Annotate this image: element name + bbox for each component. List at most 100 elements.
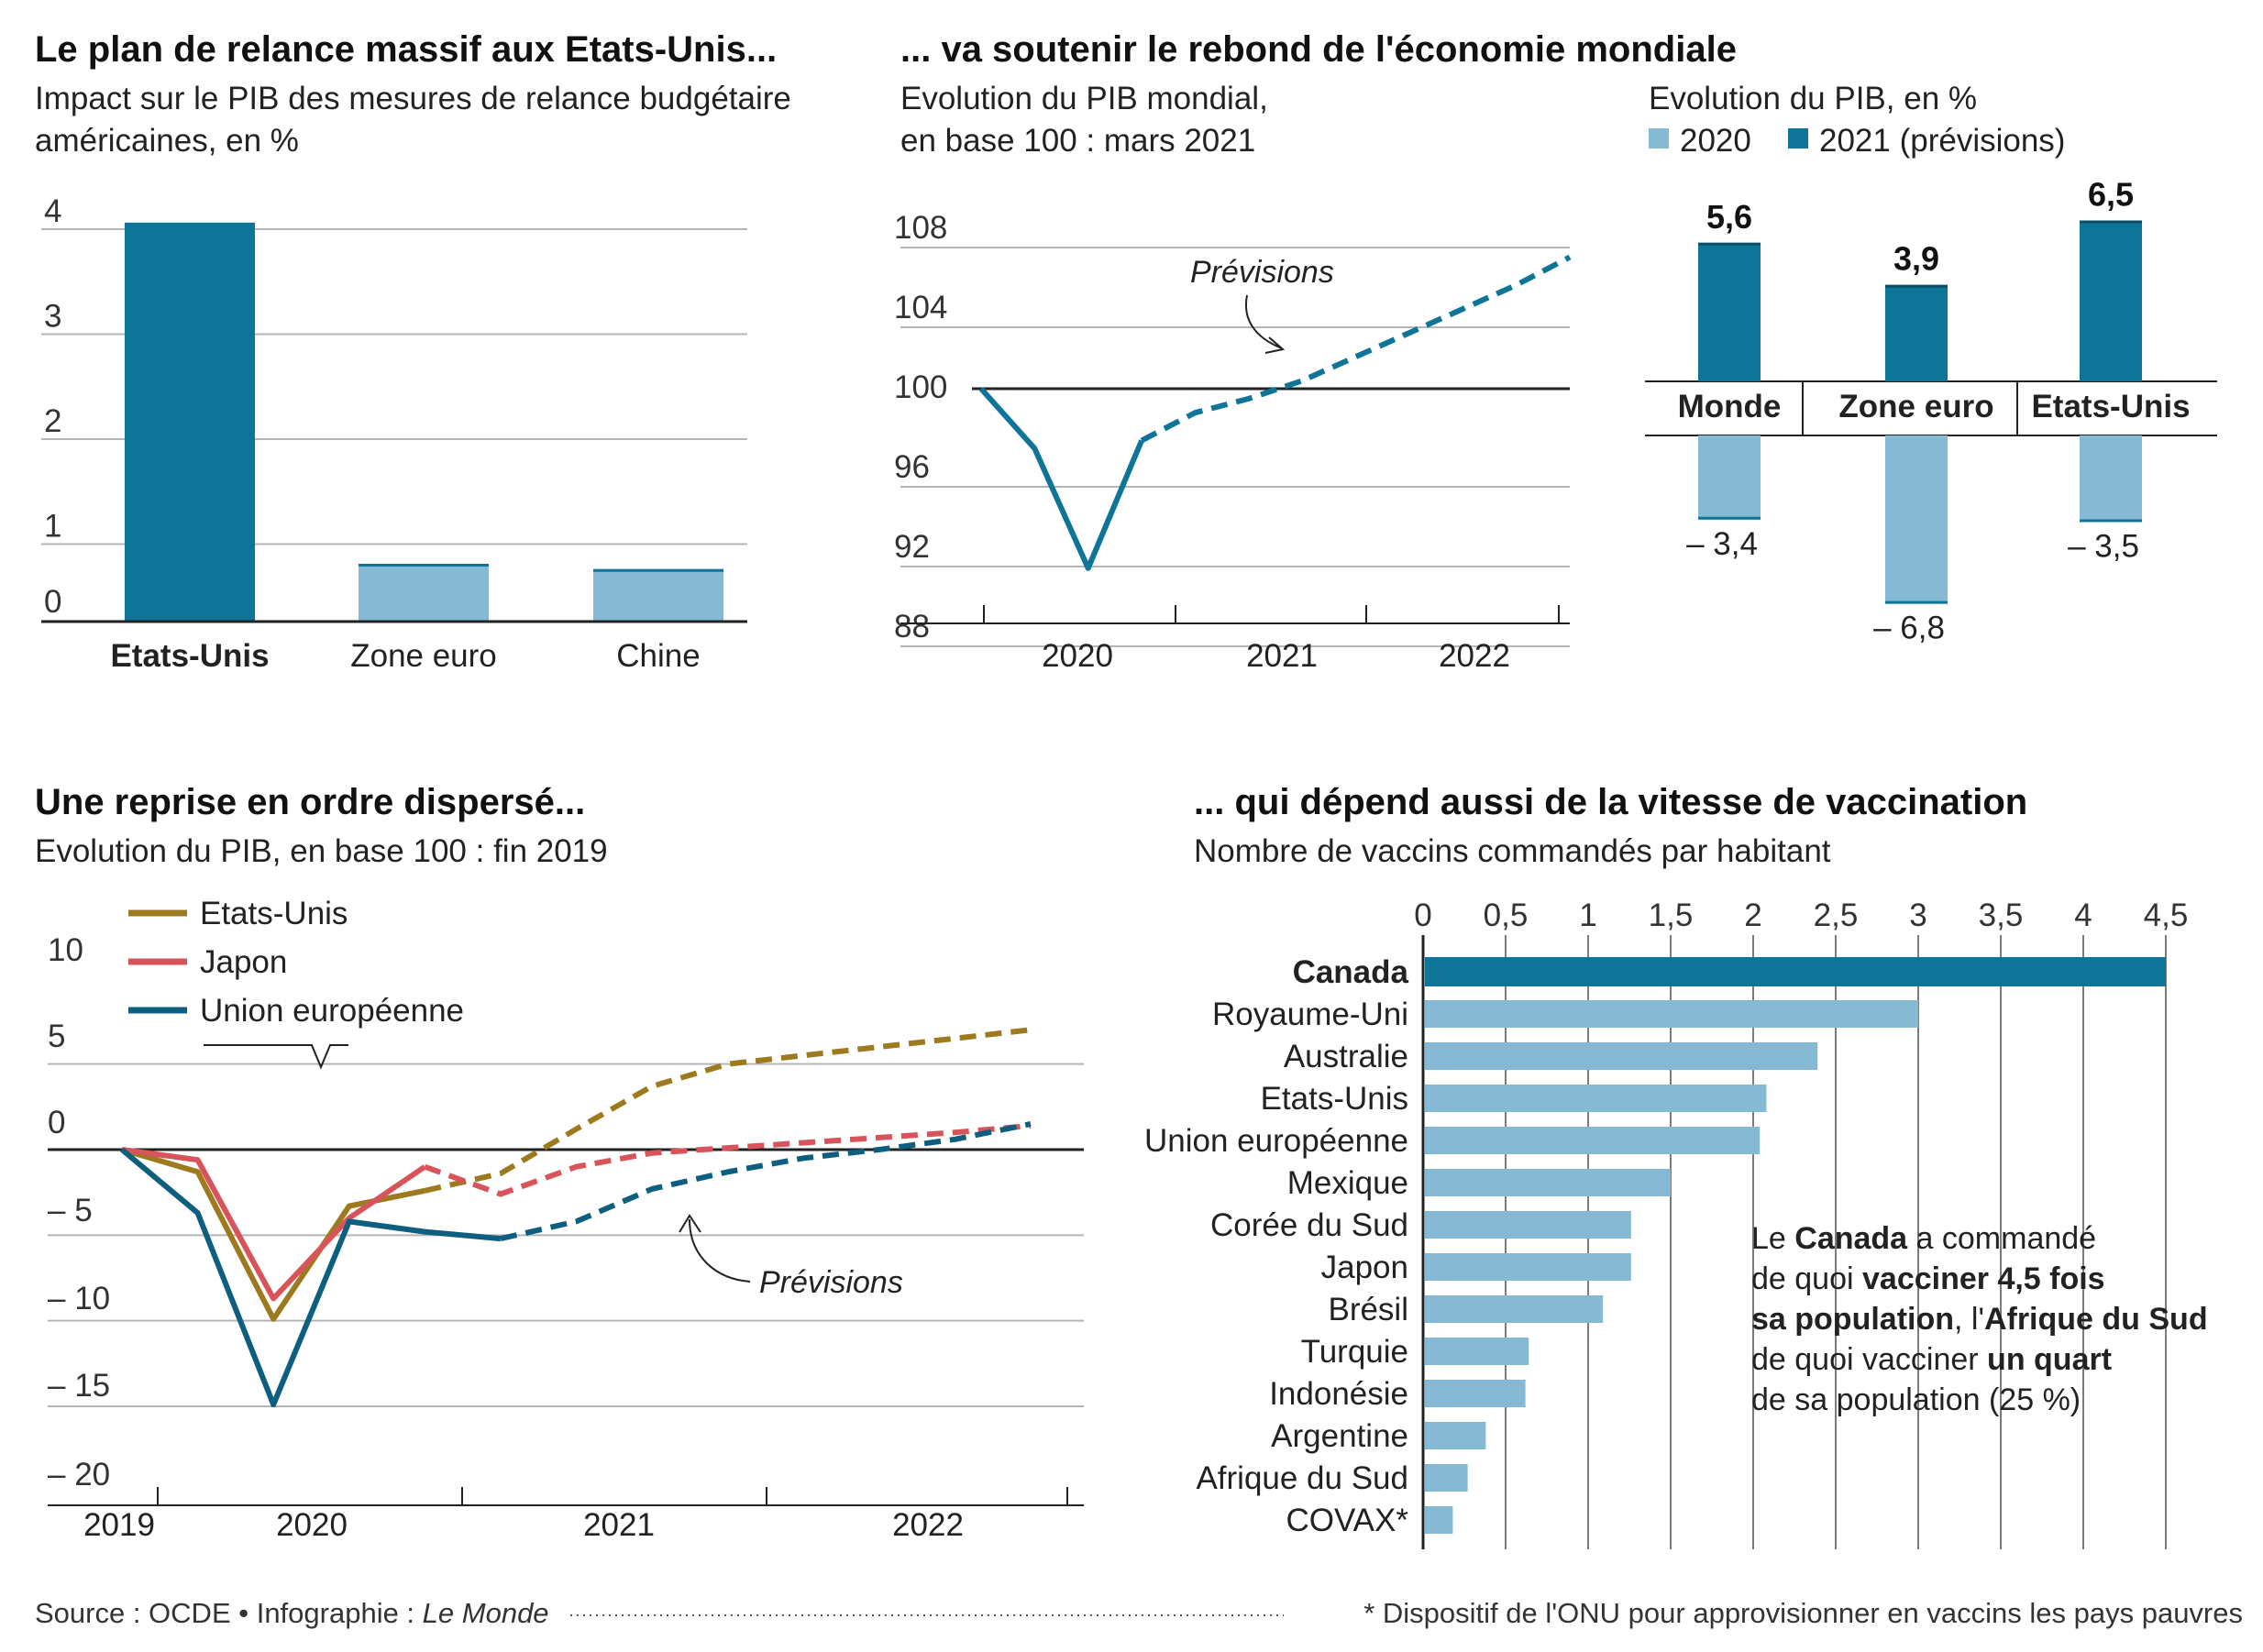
- line-japon-observed: [121, 1147, 426, 1302]
- panel4-subtitle: Evolution du PIB, en base 100 : fin 2019: [35, 833, 608, 869]
- y-tick-label: 4: [44, 193, 61, 229]
- line-union-europeenne-observed: [120, 1147, 502, 1408]
- bar-afrique-du-sud: [1425, 1464, 1468, 1492]
- panel5-title: ... qui dépend aussi de la vitesse de va…: [1194, 782, 2027, 822]
- note-text-segment: , l': [1954, 1302, 1984, 1337]
- bar-2020-etats-unis: [2080, 435, 2142, 523]
- y-tick-label: 100: [894, 369, 947, 405]
- y-tick-label: 108: [894, 210, 947, 246]
- legend-label-2020: 2020: [1680, 123, 1751, 159]
- footer: Source : OCDE • Infographie : Le Monde *…: [35, 1597, 2243, 1629]
- world-gdp-line-forecast: [1140, 254, 1572, 444]
- panel3-subtitle: Evolution du PIB, en %: [1649, 81, 1977, 116]
- category-label-japon: Japon: [1321, 1250, 1408, 1285]
- panel1-title: Le plan de relance massif aux Etats-Unis…: [35, 29, 777, 70]
- legend-swatch-2021: [1788, 128, 1808, 149]
- category-label-royaume-uni: Royaume-Uni: [1212, 997, 1408, 1032]
- x-tick-label: 3: [1909, 898, 1926, 933]
- bar-zone-euro: [359, 564, 489, 622]
- category-label-coree-du-sud: Corée du Sud: [1210, 1207, 1408, 1243]
- note-text-segment: Afrique du Sud: [1984, 1302, 2208, 1337]
- category-label-australie: Australie: [1284, 1039, 1408, 1074]
- footer-source-text: Source : OCDE • Infographie :: [35, 1597, 423, 1629]
- bar-union-europeenne: [1425, 1127, 1761, 1154]
- note-text-segment: un quart: [1987, 1342, 2112, 1377]
- note-text-segment: Canada: [1794, 1221, 1908, 1256]
- panel-us-stimulus: Le plan de relance massif aux Etats-Unis…: [35, 29, 791, 674]
- bar-japon: [1425, 1253, 1631, 1281]
- category-label-argentine: Argentine: [1271, 1418, 1408, 1454]
- bar-2021-monde: [1698, 242, 1761, 381]
- legend-label-japon: Japon: [200, 944, 287, 980]
- note-text-segment: a commandé: [1907, 1221, 2096, 1256]
- category-label-etats-unis: Etats-Unis: [2031, 389, 2190, 424]
- line-etats-unis-forecast: [424, 1027, 1032, 1194]
- y-tick-label: – 20: [48, 1457, 110, 1492]
- y-tick-label: 1: [44, 509, 61, 545]
- panel5-chart: 0 0,5 1 1,5 2 2,5 3 3,5 4 4,5 Canada Royaume-Uni Aus…: [1144, 898, 2188, 1549]
- x-tick-label: 4: [2074, 898, 2092, 933]
- bar-australie: [1425, 1042, 1818, 1070]
- y-tick-label: 3: [44, 299, 61, 335]
- x-label: 2019: [83, 1507, 155, 1543]
- value-label-2020: – 6,8: [1873, 611, 1945, 646]
- x-tick-label: 1: [1579, 898, 1596, 933]
- panel3-chart: Monde Zone euro Etats-Unis 5,6 – 3,4 3,9 – 6,8…: [1645, 176, 2217, 646]
- footer-source: Source : OCDE • Infographie : Le Monde: [35, 1597, 549, 1629]
- category-label-indonesie: Indonésie: [1269, 1376, 1408, 1412]
- panel2-forecast-annotation: Prévisions: [1190, 255, 1334, 290]
- axis-break-symbol: [204, 1044, 348, 1070]
- y-tick-label: 5: [48, 1019, 65, 1054]
- category-label-afrique-du-sud: Afrique du Sud: [1196, 1460, 1408, 1496]
- x-tick-label: 2,5: [1814, 898, 1859, 933]
- panel4-annotation-arrowhead: [679, 1214, 701, 1233]
- note-line-5: de sa population (25 %): [1751, 1382, 2081, 1417]
- note-text-segment: de sa population (25 %): [1751, 1382, 2081, 1417]
- x-label: 2021: [1246, 638, 1318, 674]
- value-label-2021: 5,6: [1706, 198, 1752, 236]
- category-label-zone-euro: Zone euro: [1838, 389, 1993, 424]
- world-gdp-line-observed: [978, 387, 1144, 571]
- panel2-title: ... va soutenir le rebond de l'économie …: [900, 29, 1737, 70]
- footer-source-publisher: Le Monde: [423, 1597, 549, 1629]
- panel-gdp-growth: Evolution du PIB, en % 2020 2021 (prévis…: [1645, 81, 2217, 646]
- y-tick-label: 92: [894, 529, 930, 565]
- panel5-subtitle: Nombre de vaccins commandés par habitant: [1194, 833, 1831, 869]
- panel2-annotation-arrow: [1245, 294, 1283, 349]
- bar-etats-unis: [125, 222, 255, 622]
- panel4-annotation-arrow: [689, 1218, 751, 1283]
- y-tick-label: – 15: [48, 1368, 110, 1404]
- panel4-chart: 10 5 0 – 5 – 10 – 15 – 20 2019 2020 2021 2022 Etats…: [48, 896, 1084, 1543]
- note-line-4: de quoi vacciner un quart: [1751, 1342, 2112, 1377]
- category-label-monde: Monde: [1678, 389, 1782, 424]
- bar-2020-zone-euro: [1885, 435, 1948, 604]
- y-tick-label: 96: [894, 449, 930, 485]
- x-label: 2022: [892, 1507, 964, 1543]
- panel2-chart: 88 92 96 100 104 108 2020 2021 2022: [894, 210, 1572, 674]
- x-tick-label: 0: [1414, 898, 1431, 933]
- bar-argentine: [1425, 1422, 1486, 1449]
- x-category-label: Chine: [616, 638, 700, 674]
- note-line-1: Le Canada a commandé: [1751, 1221, 2096, 1256]
- category-label-turquie: Turquie: [1301, 1334, 1408, 1370]
- bar-2020-monde: [1698, 435, 1761, 520]
- panel-dispersed-recovery: Une reprise en ordre dispersé... Evoluti…: [35, 782, 1084, 1543]
- x-label: 2020: [1042, 638, 1113, 674]
- note-text-segment: de quoi vacciner: [1751, 1342, 1987, 1377]
- bar-covax: [1425, 1506, 1453, 1534]
- bar-mexique: [1425, 1169, 1671, 1196]
- panel4-title: Une reprise en ordre dispersé...: [35, 782, 585, 822]
- x-category-label: Zone euro: [350, 638, 497, 674]
- bar-chine: [593, 568, 723, 622]
- legend-label-union-europeenne: Union européenne: [200, 993, 464, 1029]
- value-label-2021: 3,9: [1893, 240, 1939, 278]
- value-label-2020: – 3,5: [2068, 529, 2139, 565]
- bar-turquie: [1425, 1338, 1529, 1365]
- vaccination-note: Le Canada a commandé de quoi vacciner 4,5…: [1751, 1221, 2208, 1417]
- bar-canada: [1425, 957, 2166, 986]
- x-label: 2021: [583, 1507, 655, 1543]
- bar-royaume-uni: [1425, 1000, 1918, 1028]
- line-union-europeenne-forecast: [500, 1121, 1032, 1242]
- value-label-2021: 6,5: [2088, 176, 2134, 214]
